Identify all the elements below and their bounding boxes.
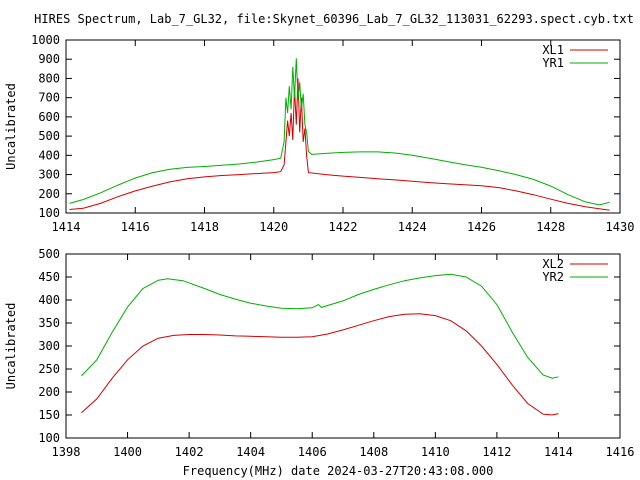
x-tick-label: 1428 <box>536 220 565 234</box>
y-tick-label: 200 <box>38 385 60 399</box>
x-tick-label: 1410 <box>421 445 450 459</box>
y-tick-label: 450 <box>38 270 60 284</box>
x-axis-label: Frequency(MHz) date 2024-03-27T20:43:08.… <box>183 464 494 478</box>
bottom-spectrum-panel: 1398 1400 1402 1404 1406 1408 1410 1412 1414 1416… <box>4 247 634 459</box>
y-axis-label: Uncalibrated <box>4 83 18 170</box>
x-tick-label: 1430 <box>606 220 635 234</box>
y-tick-label: 500 <box>38 129 60 143</box>
series-line-yr2 <box>81 273 559 379</box>
x-tick-label: 1414 <box>52 220 81 234</box>
y-tick-label: 800 <box>38 71 60 85</box>
y-tick-label: 100 <box>38 206 60 220</box>
x-tick-label: 1398 <box>52 445 81 459</box>
y-tick-label: 200 <box>38 187 60 201</box>
x-tick-label: 1418 <box>190 220 219 234</box>
y-tick-label: 100 <box>38 431 60 445</box>
legend-label-yr2: YR2 <box>542 270 564 284</box>
y-tick-label: 1000 <box>31 33 60 47</box>
y-axis-label: Uncalibrated <box>4 303 18 390</box>
figure-title: HIRES Spectrum, Lab_7_GL32, file:Skynet_… <box>34 12 634 26</box>
y-tick-label: 900 <box>38 52 60 66</box>
y-tick-label: 600 <box>38 110 60 124</box>
legend-label-xl2: XL2 <box>542 257 564 271</box>
x-tick-label: 1408 <box>359 445 388 459</box>
y-tick-label: 300 <box>38 339 60 353</box>
legend-label-xl1: XL1 <box>542 43 564 57</box>
x-tick-label: 1424 <box>398 220 427 234</box>
y-tick-label: 700 <box>38 91 60 105</box>
y-tick-label: 500 <box>38 247 60 261</box>
x-tick-label: 1404 <box>236 445 265 459</box>
top-spectrum-panel: 1414 1416 1418 1420 1422 1424 1426 1428 1430 100 2… <box>4 33 634 234</box>
x-tick-label: 1416 <box>606 445 635 459</box>
y-tick-label: 250 <box>38 362 60 376</box>
y-tick-label: 300 <box>38 168 60 182</box>
x-tick-label: 1420 <box>259 220 288 234</box>
series-line-xl2 <box>81 313 559 416</box>
x-tick-label: 1426 <box>467 220 496 234</box>
series-line-yr1 <box>69 58 610 206</box>
x-tick-label: 1416 <box>121 220 150 234</box>
x-tick-label: 1406 <box>298 445 327 459</box>
y-tick-label: 400 <box>38 293 60 307</box>
x-tick-label: 1400 <box>113 445 142 459</box>
x-tick-label: 1414 <box>544 445 573 459</box>
series-line-xl1 <box>69 78 610 211</box>
y-tick-label: 150 <box>38 408 60 422</box>
legend-label-yr1: YR1 <box>542 56 564 70</box>
x-tick-label: 1422 <box>329 220 358 234</box>
x-tick-label: 1412 <box>482 445 511 459</box>
x-tick-label: 1402 <box>175 445 204 459</box>
y-tick-label: 400 <box>38 148 60 162</box>
y-tick-label: 350 <box>38 316 60 330</box>
